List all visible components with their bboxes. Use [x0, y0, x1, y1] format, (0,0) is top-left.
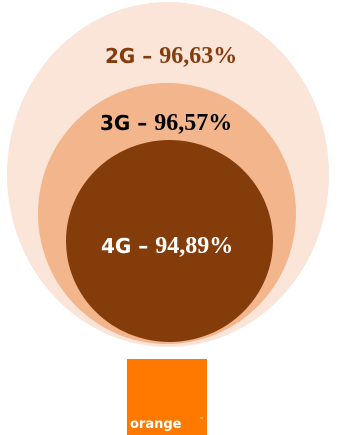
label-3g-generation: 3G: [100, 111, 131, 135]
label-2g-percentage: 96,63%: [159, 43, 238, 69]
label-2g: 2G – 96,63%: [105, 43, 237, 70]
label-2g-separator: –: [135, 44, 160, 68]
label-2g-generation: 2G: [105, 44, 136, 68]
label-4g-generation: 4G: [101, 234, 132, 258]
label-4g: 4G – 94,89%: [101, 233, 233, 260]
orange-logo-trademark: ™: [199, 417, 204, 423]
circle-4g: [66, 140, 273, 342]
orange-logo: orange ™: [127, 359, 207, 435]
label-3g-separator: –: [130, 111, 155, 135]
label-4g-percentage: 94,89%: [155, 233, 234, 259]
label-3g-percentage: 96,57%: [154, 110, 233, 136]
orange-logo-text: orange: [130, 417, 182, 432]
label-3g: 3G – 96,57%: [100, 110, 232, 137]
label-4g-separator: –: [131, 234, 156, 258]
